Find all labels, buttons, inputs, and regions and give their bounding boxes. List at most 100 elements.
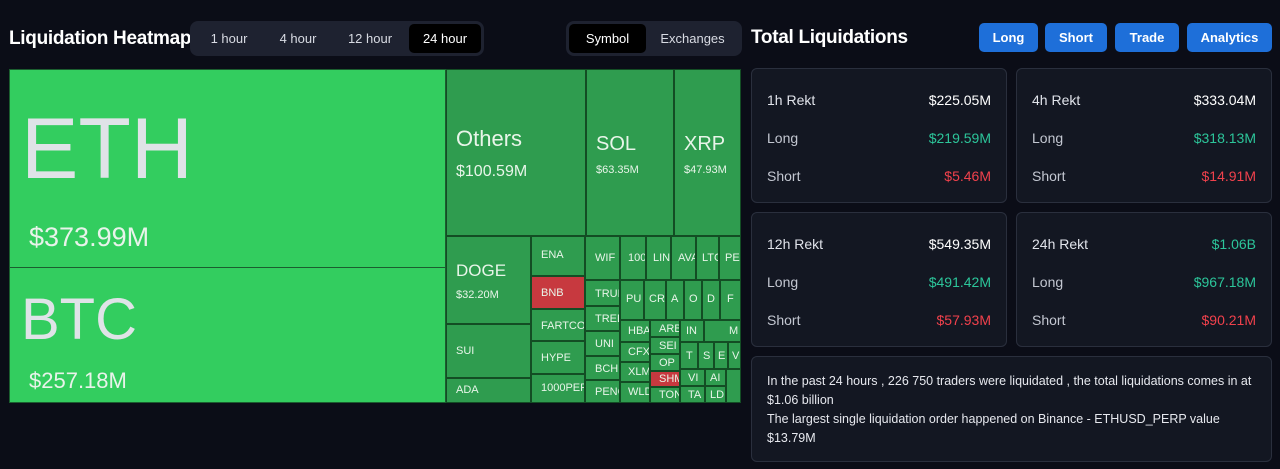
tile-ton[interactable]: TON [650,387,680,403]
tile-a[interactable]: A [666,280,684,320]
tile-ava[interactable]: AVA [671,236,696,280]
card-1h-short-label: Short [767,168,801,184]
short-button[interactable]: Short [1045,23,1107,52]
tile-small-misc[interactable] [726,369,741,403]
tile-pe[interactable]: PE [719,236,741,280]
tile-tree[interactable]: TREE [585,306,620,331]
tile-e[interactable]: E [714,342,728,369]
tile-arb[interactable]: ARB [650,320,680,337]
tile-pu[interactable]: PU [620,280,644,320]
tile-ai-name: AI [710,372,721,384]
card-4h-short: $14.91M [1201,168,1256,184]
tile-sol[interactable]: SOL $63.35M [586,69,674,236]
trade-button[interactable]: Trade [1115,23,1179,52]
tile-m-name: M [729,325,739,337]
card-24h-long: $967.18M [1193,274,1256,290]
tile-ton-name: TON [659,389,680,401]
view-symbol[interactable]: Symbol [569,24,646,53]
timeframe-selector: 1 hour 4 hour 12 hour 24 hour [190,21,484,56]
card-1h-long: $219.59M [928,130,991,146]
card-1h-label: 1h Rekt [767,92,816,108]
tile-v[interactable]: V [728,342,741,369]
tile-t[interactable]: T [680,342,698,369]
tile-eth[interactable]: ETH $373.99M [9,69,446,268]
tile-tree-name: TREE [595,313,619,325]
tile-op-name: OP [659,357,675,369]
tile-cr[interactable]: CR [644,280,666,320]
tile-hba-name: HBA [628,325,650,337]
tile-bch[interactable]: BCH [585,356,620,380]
tile-lin[interactable]: LIN [646,236,671,280]
tile-sol-value: $63.35M [596,164,639,176]
timeframe-24h[interactable]: 24 hour [409,24,481,53]
tile-o[interactable]: O [684,280,702,320]
tile-shm[interactable]: SHM [650,371,680,387]
tile-doge-name: DOGE [456,261,507,280]
card-4h-long-label: Long [1032,130,1064,146]
tile-pengu[interactable]: PENG [585,380,620,403]
tile-btc[interactable]: BTC $257.18M [9,267,446,403]
tile-m[interactable]: M [704,320,741,342]
tile-others-name: Others [456,126,523,151]
tile-fartcoin-name: FARTCOI [541,320,585,332]
tile-pu-name: PU [626,293,642,305]
tile-o-name: O [689,293,698,305]
tile-ava-name: AVA [678,252,695,264]
tile-100[interactable]: 100 [620,236,646,280]
card-24h: 24h Rekt $1.06B Long $967.18M Short $90.21M [1016,212,1272,347]
tile-a-name: A [671,293,679,305]
tile-others[interactable]: Others $100.59M [446,69,586,236]
tile-wld-name: WLD [628,386,649,398]
summary-line-1: In the past 24 hours , 226 750 traders w… [767,374,1252,407]
tile-bnb[interactable]: BNB [531,276,585,309]
timeframe-12h[interactable]: 12 hour [347,31,393,46]
tile-vi[interactable]: VI [680,369,705,386]
tile-op[interactable]: OP [650,354,680,371]
summary-line-2: The largest single liquidation order hap… [767,412,1220,445]
tile-s[interactable]: S [698,342,714,369]
tile-ada[interactable]: ADA [446,378,531,403]
card-1h-long-label: Long [767,130,799,146]
tile-fartcoin[interactable]: FARTCOI [531,309,585,341]
tile-100-name: 100 [628,252,646,264]
timeframe-4h[interactable]: 4 hour [279,31,317,46]
tile-ltc[interactable]: LTC [696,236,719,280]
tile-bch-name: BCH [595,363,619,375]
tile-cfx[interactable]: CFX [620,342,650,362]
tile-ai[interactable]: AI [705,369,726,386]
tile-doge[interactable]: DOGE $32.20M [446,236,531,324]
tile-wld[interactable]: WLD [620,382,650,403]
tile-ena[interactable]: ENA [531,236,585,276]
tile-sei[interactable]: SEI [650,337,680,354]
tile-xrp[interactable]: XRP $47.93M [674,69,741,236]
tile-s-name: S [703,350,711,362]
tile-ld[interactable]: LD [705,386,726,403]
tile-in[interactable]: IN [680,320,704,342]
tile-sei-name: SEI [659,340,677,352]
tile-xlm[interactable]: XLM [620,362,650,382]
card-12h: 12h Rekt $549.35M Long $491.42M Short $57.9… [751,212,1007,347]
tile-hba[interactable]: HBA [620,320,650,342]
tile-pengu-name: PENG [595,386,619,398]
tile-hype[interactable]: HYPE [531,341,585,374]
card-4h-total: $333.04M [1193,92,1256,108]
long-button[interactable]: Long [979,23,1038,52]
tile-vi-name: VI [688,372,699,384]
tile-trump[interactable]: TRUM [585,280,620,306]
heatmap: ETH $373.99M BTC $257.18M Others $100.59… [9,69,741,403]
heatmap-title: Liquidation Heatmap [9,28,192,49]
analytics-button[interactable]: Analytics [1187,23,1272,52]
tile-uni[interactable]: UNI [585,331,620,356]
tile-f[interactable]: F [720,280,741,320]
tile-d[interactable]: D [702,280,720,320]
view-exchanges[interactable]: Exchanges [660,31,725,46]
tile-ta[interactable]: TA [680,386,705,403]
tile-wif[interactable]: WIF [585,236,620,280]
tile-d-name: D [707,293,715,305]
tile-sui[interactable]: SUI [446,324,531,378]
timeframe-1h[interactable]: 1 hour [210,31,248,46]
card-24h-short: $90.21M [1201,312,1256,328]
card-4h-short-label: Short [1032,168,1066,184]
tile-lin-name: LIN [653,252,671,264]
tile-1000pep[interactable]: 1000PEP [531,374,585,403]
